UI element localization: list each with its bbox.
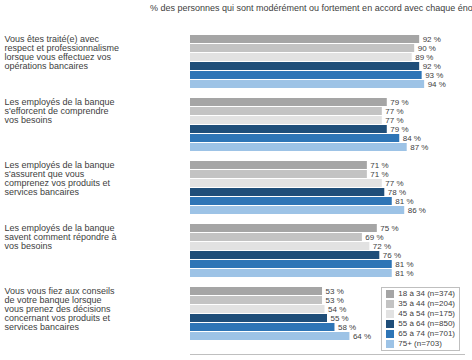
svg-text:90 %: 90 % xyxy=(418,44,436,53)
html-text:18 à 34 (n=374): 18 à 34 (n=374) xyxy=(398,289,455,298)
svg-text:55 %: 55 % xyxy=(331,314,349,323)
svg-text:Les employés de la banques'ass: Les employés de la banques'assurent que … xyxy=(5,160,115,197)
svg-text:79 %: 79 % xyxy=(390,125,408,134)
svg-text:84 %: 84 % xyxy=(403,134,421,143)
svg-text:76 %: 76 % xyxy=(383,251,401,260)
svg-text:81 %: 81 % xyxy=(395,260,413,269)
html-text:65 à 74 (n=701): 65 à 74 (n=701) xyxy=(398,329,455,338)
html-text:55 à 64 (n=850): 55 à 64 (n=850) xyxy=(398,319,455,328)
svg-text:79 %: 79 % xyxy=(390,98,408,107)
svg-text:53 %: 53 % xyxy=(326,287,344,296)
svg-text:69 %: 69 % xyxy=(365,233,383,242)
svg-text:72 %: 72 % xyxy=(373,242,391,251)
svg-text:81 %: 81 % xyxy=(395,197,413,206)
html-text:45 à 54 (n=175): 45 à 54 (n=175) xyxy=(398,309,455,318)
svg-text:89 %: 89 % xyxy=(415,53,433,62)
svg-text:Vous vous fiez aux conseilsde: Vous vous fiez aux conseilsde votre banq… xyxy=(5,286,116,332)
svg-text:53 %: 53 % xyxy=(326,296,344,305)
svg-text:87 %: 87 % xyxy=(410,143,428,152)
svg-text:71 %: 71 % xyxy=(370,161,388,170)
svg-text:64 %: 64 % xyxy=(353,332,371,341)
svg-text:Les employés de la banquesaven: Les employés de la banquesavent comment … xyxy=(5,223,117,251)
svg-text:78 %: 78 % xyxy=(388,188,406,197)
svg-text:94 %: 94 % xyxy=(428,80,446,89)
svg-text:92 %: 92 % xyxy=(423,62,441,71)
svg-text:77 %: 77 % xyxy=(385,179,403,188)
svg-text:Les employés de la banques'eff: Les employés de la banques'efforcent de … xyxy=(5,97,115,125)
svg-text:92 %: 92 % xyxy=(423,35,441,44)
svg-text:77 %: 77 % xyxy=(385,116,403,125)
html-text:35 à 44 (n=204): 35 à 44 (n=204) xyxy=(398,299,455,308)
svg-text:54 %: 54 % xyxy=(328,305,346,314)
svg-text:77 %: 77 % xyxy=(385,107,403,116)
svg-text:75 %: 75 % xyxy=(380,224,398,233)
svg-text:86 %: 86 % xyxy=(408,206,426,215)
svg-text:58 %: 58 % xyxy=(338,323,356,332)
html-text:75+ (n=703): 75+ (n=703) xyxy=(398,339,442,348)
svg-text:Vous êtes traité(e) avecrespec: Vous êtes traité(e) avecrespect et profe… xyxy=(5,34,120,71)
svg-text:71 %: 71 % xyxy=(370,170,388,179)
svg-text:93 %: 93 % xyxy=(425,71,443,80)
svg-text:81 %: 81 % xyxy=(395,269,413,278)
